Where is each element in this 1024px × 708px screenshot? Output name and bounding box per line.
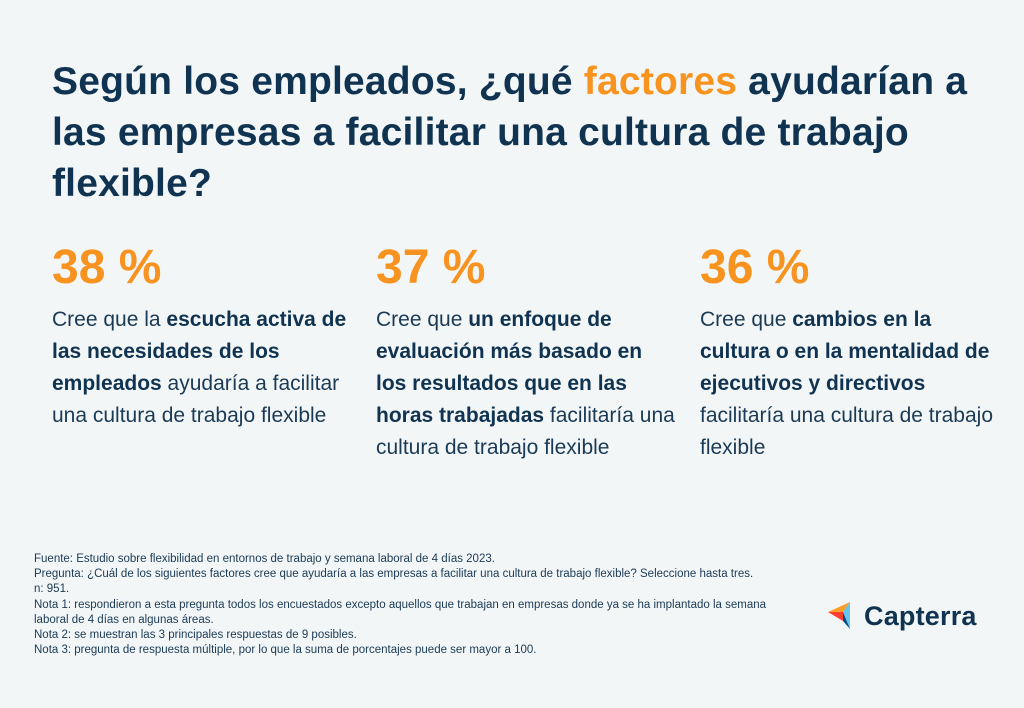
title-highlight: factores [583,60,738,103]
capterra-logo: Capterra [826,598,986,634]
stat-text-bold: cambios en la cultura o en la mentalidad… [700,308,990,395]
stat-percentage: 38 % [52,241,162,294]
stat-description: Cree que cambios en la cultura o en la m… [700,304,1000,464]
note-1: Nota 1: respondieron a esta pregunta tod… [34,598,767,626]
stat-percentage: 36 % [700,241,810,294]
logo-text: Capterra [864,600,977,631]
stat-card: 37 % Cree que un enfoque de evaluación m… [376,240,676,464]
stat-description: Cree que un enfoque de evaluación más ba… [376,304,676,464]
note-3: Nota 3: pregunta de respuesta múltiple, … [34,644,537,657]
stat-card: 36 % Cree que cambios en la cultura o en… [700,240,1000,464]
stat-text-pre: Cree que [376,308,469,331]
stat-text-bold: un enfoque de evaluación más basado en l… [376,308,643,427]
stat-text-post: facilitaría una cultura de trabajo flexi… [700,404,994,459]
stat-card: 38 % Cree que la escucha activa de las n… [52,240,352,432]
stat-text-bold: escucha activa de las necesidades de los… [52,308,347,395]
capterra-arrow-icon [828,602,850,629]
page-title: Según los empleados, ¿qué factores ayuda… [52,56,972,209]
note-sample-size: n: 951. [34,583,70,596]
note-2: Nota 2: se muestran las 3 principales re… [34,629,357,642]
title-part1: Según los empleados, ¿qué [52,60,584,103]
stat-percentage: 37 % [376,241,486,294]
footnotes: Fuente: Estudio sobre flexibilidad en en… [34,552,794,658]
stats-section: 38 % Cree que la escucha activa de las n… [0,240,1024,510]
stat-text-post: facilitaría una cultura de trabajo flexi… [376,404,675,459]
stat-description: Cree que la escucha activa de las necesi… [52,304,352,432]
stat-text-pre: Cree que la [52,308,167,331]
stat-text-post: ayudaría a facilitar una cultura de trab… [52,372,340,427]
note-question: Pregunta: ¿Cuál de los siguientes factor… [34,568,754,581]
note-source: Fuente: Estudio sobre flexibilidad en en… [34,553,495,565]
title-part2: ayudarían a las empresas a facilitar una… [52,60,968,205]
stat-text-pre: Cree que [700,308,793,331]
